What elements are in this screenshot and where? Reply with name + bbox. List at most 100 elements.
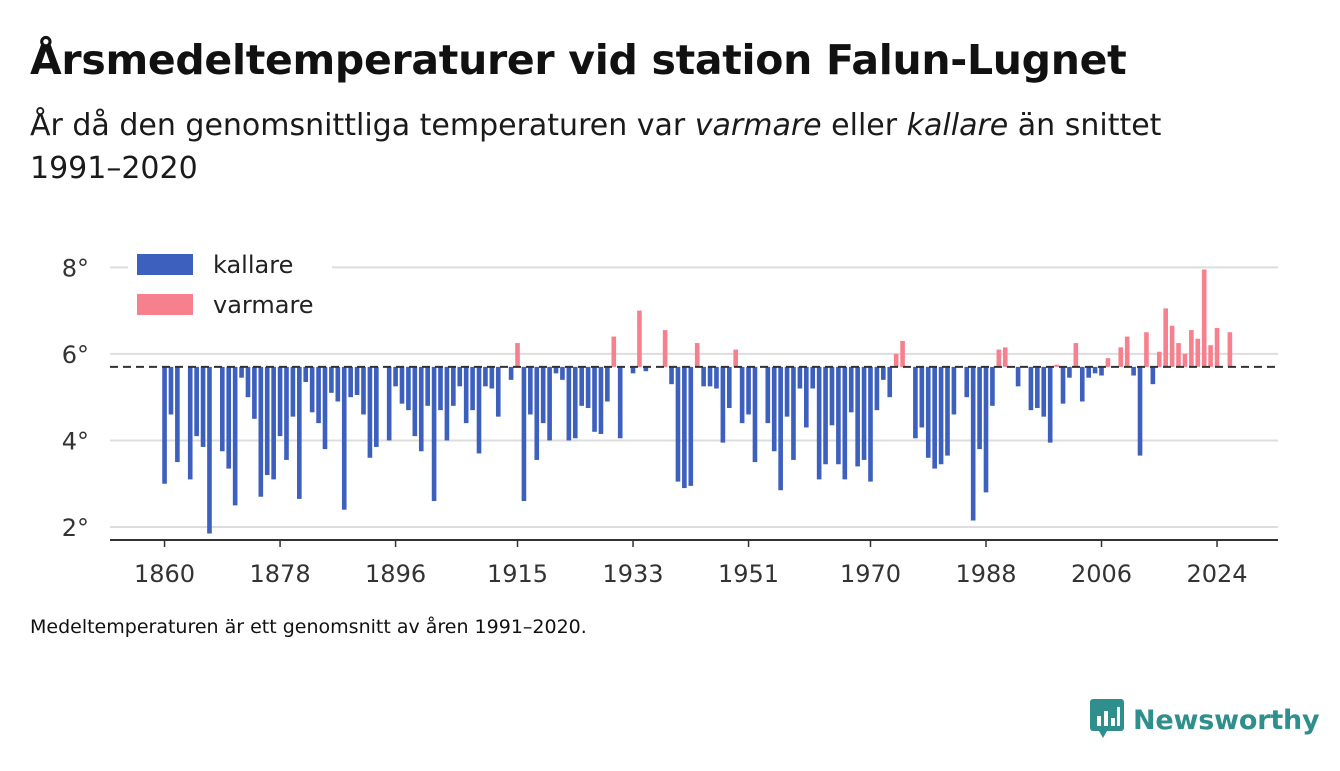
bar-1933 (630, 366, 636, 374)
bar-1975 (900, 340, 905, 367)
subtitle-cold-word: kallare (906, 108, 1009, 143)
bar-1885 (322, 366, 328, 450)
bar-2021 (1195, 338, 1201, 367)
bar-2016 (1163, 308, 1169, 367)
bar-1870 (226, 366, 232, 469)
bar-1891 (361, 366, 366, 415)
subtitle-part1: År då den genomsnittliga temperaturen va… (30, 108, 695, 143)
x-tick-label: 1896 (365, 560, 426, 588)
x-tick-label: 1988 (955, 560, 1016, 588)
bar-1906 (457, 366, 463, 387)
bar-1889 (348, 366, 353, 398)
bar-1972 (881, 366, 886, 380)
bar-1919 (540, 366, 546, 424)
bar-1991 (1002, 347, 1008, 367)
bar-1949 (733, 349, 739, 367)
bar-1970 (868, 366, 873, 482)
bar-1989 (990, 366, 995, 406)
bar-1888 (341, 366, 347, 510)
chart-title: Årsmedeltemperaturer vid station Falun-L… (30, 36, 1127, 84)
bar-1940 (675, 366, 681, 482)
bar-1962 (816, 366, 822, 480)
bar-1920 (547, 366, 552, 441)
bar-1909 (476, 366, 482, 454)
bar-1916 (521, 366, 527, 502)
bar-1969 (861, 366, 867, 460)
temperature-bar-chart: 2° 4° 6° 8° 1860 1878 1896 1915 1933 1951 1970 1988… (61, 251, 1278, 588)
bar-1886 (329, 366, 334, 393)
bar-1861 (168, 366, 174, 415)
bar-2024 (1214, 327, 1220, 367)
bar-1955 (771, 366, 777, 452)
bar-1973 (887, 366, 893, 398)
bar-1862 (175, 366, 180, 463)
bar-1887 (335, 366, 341, 402)
bar-1965 (836, 366, 841, 465)
bar-1958 (791, 366, 796, 460)
bar-1901 (425, 366, 430, 406)
bar-2001 (1067, 366, 1072, 378)
bar-1879 (284, 366, 289, 460)
bar-1877 (271, 366, 276, 480)
bar-1931 (617, 366, 623, 439)
legend-label-kallare: kallare (213, 251, 293, 279)
bar-2019 (1182, 353, 1188, 367)
subtitle-warm-word: varmare (694, 108, 822, 143)
legend-swatch-varmare (137, 294, 193, 315)
x-tick-label: 1860 (134, 560, 195, 588)
bar-1993 (1015, 366, 1021, 387)
bar-1968 (855, 366, 860, 467)
bar-1918 (534, 366, 540, 460)
bar-1876 (264, 366, 270, 476)
bar-1967 (848, 366, 854, 413)
newsworthy-logo: Newsworthy (1089, 698, 1320, 742)
bar-1905 (451, 366, 456, 406)
bar-1934 (637, 310, 642, 367)
bar-1866 (200, 366, 206, 447)
bar-2006 (1099, 366, 1104, 376)
bar-1950 (739, 366, 745, 424)
legend-swatch-kallare (137, 254, 193, 275)
y-tick-label: 2° (62, 514, 89, 542)
bar-1947 (720, 366, 726, 443)
bar-1915 (515, 343, 520, 367)
bar-2015 (1156, 351, 1162, 367)
bar-1890 (354, 366, 360, 395)
bar-1988 (983, 366, 989, 493)
bar-2022 (1201, 269, 1207, 367)
bar-1978 (919, 366, 925, 428)
bar-1869 (219, 366, 225, 452)
bar-1923 (566, 366, 572, 441)
bar-1880 (290, 366, 296, 417)
bar-1930 (611, 336, 617, 367)
bar-1998 (1047, 366, 1053, 443)
x-tick-label: 2006 (1071, 560, 1132, 588)
bar-1964 (829, 366, 835, 426)
subtitle-part2: eller (821, 108, 907, 143)
bar-2009 (1118, 347, 1124, 367)
bar-1912 (495, 366, 501, 417)
bar-1860 (162, 366, 167, 484)
bar-2023 (1208, 345, 1213, 367)
brand-name: Newsworthy (1133, 704, 1320, 736)
bar-2011 (1131, 366, 1136, 376)
bar-1956 (778, 366, 783, 491)
bar-1959 (797, 366, 803, 389)
bar-1881 (297, 366, 302, 499)
bar-2020 (1189, 330, 1194, 367)
chart-subtitle: År då den genomsnittliga temperaturen va… (30, 104, 1230, 190)
bar-1985 (964, 366, 970, 398)
bar-1926 (585, 366, 591, 408)
bar-1897 (399, 366, 405, 404)
bar-1873 (245, 366, 251, 398)
bar-1921 (553, 366, 559, 374)
bar-1925 (579, 366, 585, 406)
bar-1903 (438, 366, 443, 411)
bar-1900 (418, 366, 424, 452)
bar-2013 (1144, 332, 1149, 367)
bar-1983 (951, 366, 957, 415)
bar-1941 (682, 366, 687, 489)
bar-1939 (669, 366, 674, 385)
bar-1908 (470, 366, 475, 411)
subtitle-part3: än snittet 1991–2020 (30, 108, 1162, 186)
